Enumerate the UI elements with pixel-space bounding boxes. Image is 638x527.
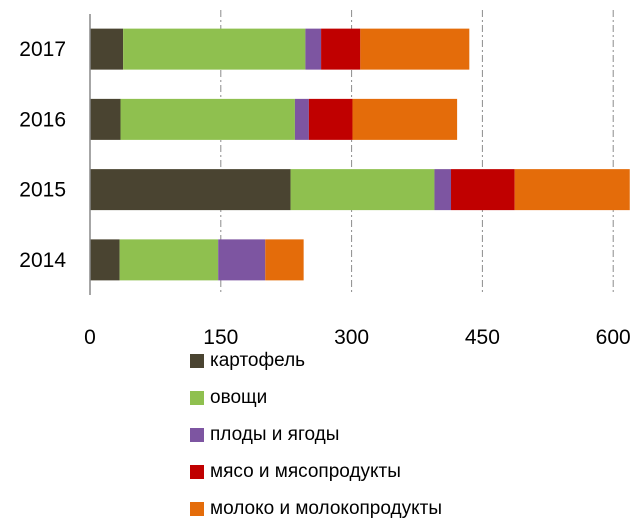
bar-segment — [294, 98, 309, 140]
bar-segment — [90, 239, 120, 281]
y-tick-label: 2017 — [19, 38, 66, 61]
y-tick-labels: 2017 2016 2015 2014 — [19, 38, 66, 272]
bar-segment — [352, 98, 458, 140]
bar-segment — [119, 239, 219, 281]
legend-swatch — [190, 390, 204, 405]
bar-segment — [90, 28, 124, 70]
legend-item: плоды и ягоды — [190, 416, 630, 453]
legend-item: мясо и мясопродукты — [190, 453, 630, 490]
bar-segment — [451, 169, 515, 211]
x-tick-label: 450 — [465, 326, 500, 349]
y-tick-label: 2016 — [19, 108, 66, 131]
bar-segment — [514, 169, 630, 211]
legend-label: мясо и мясопродукты — [210, 460, 401, 482]
legend-item: овощи — [190, 379, 630, 416]
x-tick-label: 600 — [596, 326, 631, 349]
bar-segment — [265, 239, 304, 281]
legend-label: молоко и молокопродукты — [210, 497, 442, 519]
bars — [90, 28, 630, 281]
bar-segment — [218, 239, 266, 281]
x-tick-label: 150 — [203, 326, 238, 349]
legend-swatch — [190, 353, 204, 368]
legend-item: молоко и молокопродукты — [190, 490, 630, 527]
stacked-bar-chart: 2017 2016 2015 2014 0 150 300 450 600 — [19, 10, 631, 349]
legend-swatch — [190, 427, 204, 442]
y-tick-label: 2015 — [19, 179, 66, 202]
y-tick-label: 2014 — [19, 249, 66, 272]
x-tick-labels: 0 150 300 450 600 — [84, 326, 631, 349]
legend-label: картофель — [210, 349, 306, 371]
bar-segment — [90, 169, 291, 211]
legend-label: овощи — [210, 386, 268, 408]
legend-swatch — [190, 501, 204, 516]
legend-swatch — [190, 464, 204, 479]
bar-segment — [434, 169, 452, 211]
bar-segment — [123, 28, 306, 70]
legend-item: картофель — [190, 342, 630, 379]
x-tick-label: 0 — [84, 326, 96, 349]
x-tick-label: 300 — [334, 326, 369, 349]
bar-segment — [321, 28, 361, 70]
bar-segment — [90, 98, 121, 140]
bar-segment — [305, 28, 322, 70]
legend: картофель овощи плоды и ягоды мясо и мясопр… — [190, 342, 630, 527]
bar-segment — [308, 98, 353, 140]
bar-segment — [120, 98, 295, 140]
bar-segment — [290, 169, 435, 211]
bar-segment — [360, 28, 470, 70]
legend-label: плоды и ягоды — [210, 423, 340, 445]
